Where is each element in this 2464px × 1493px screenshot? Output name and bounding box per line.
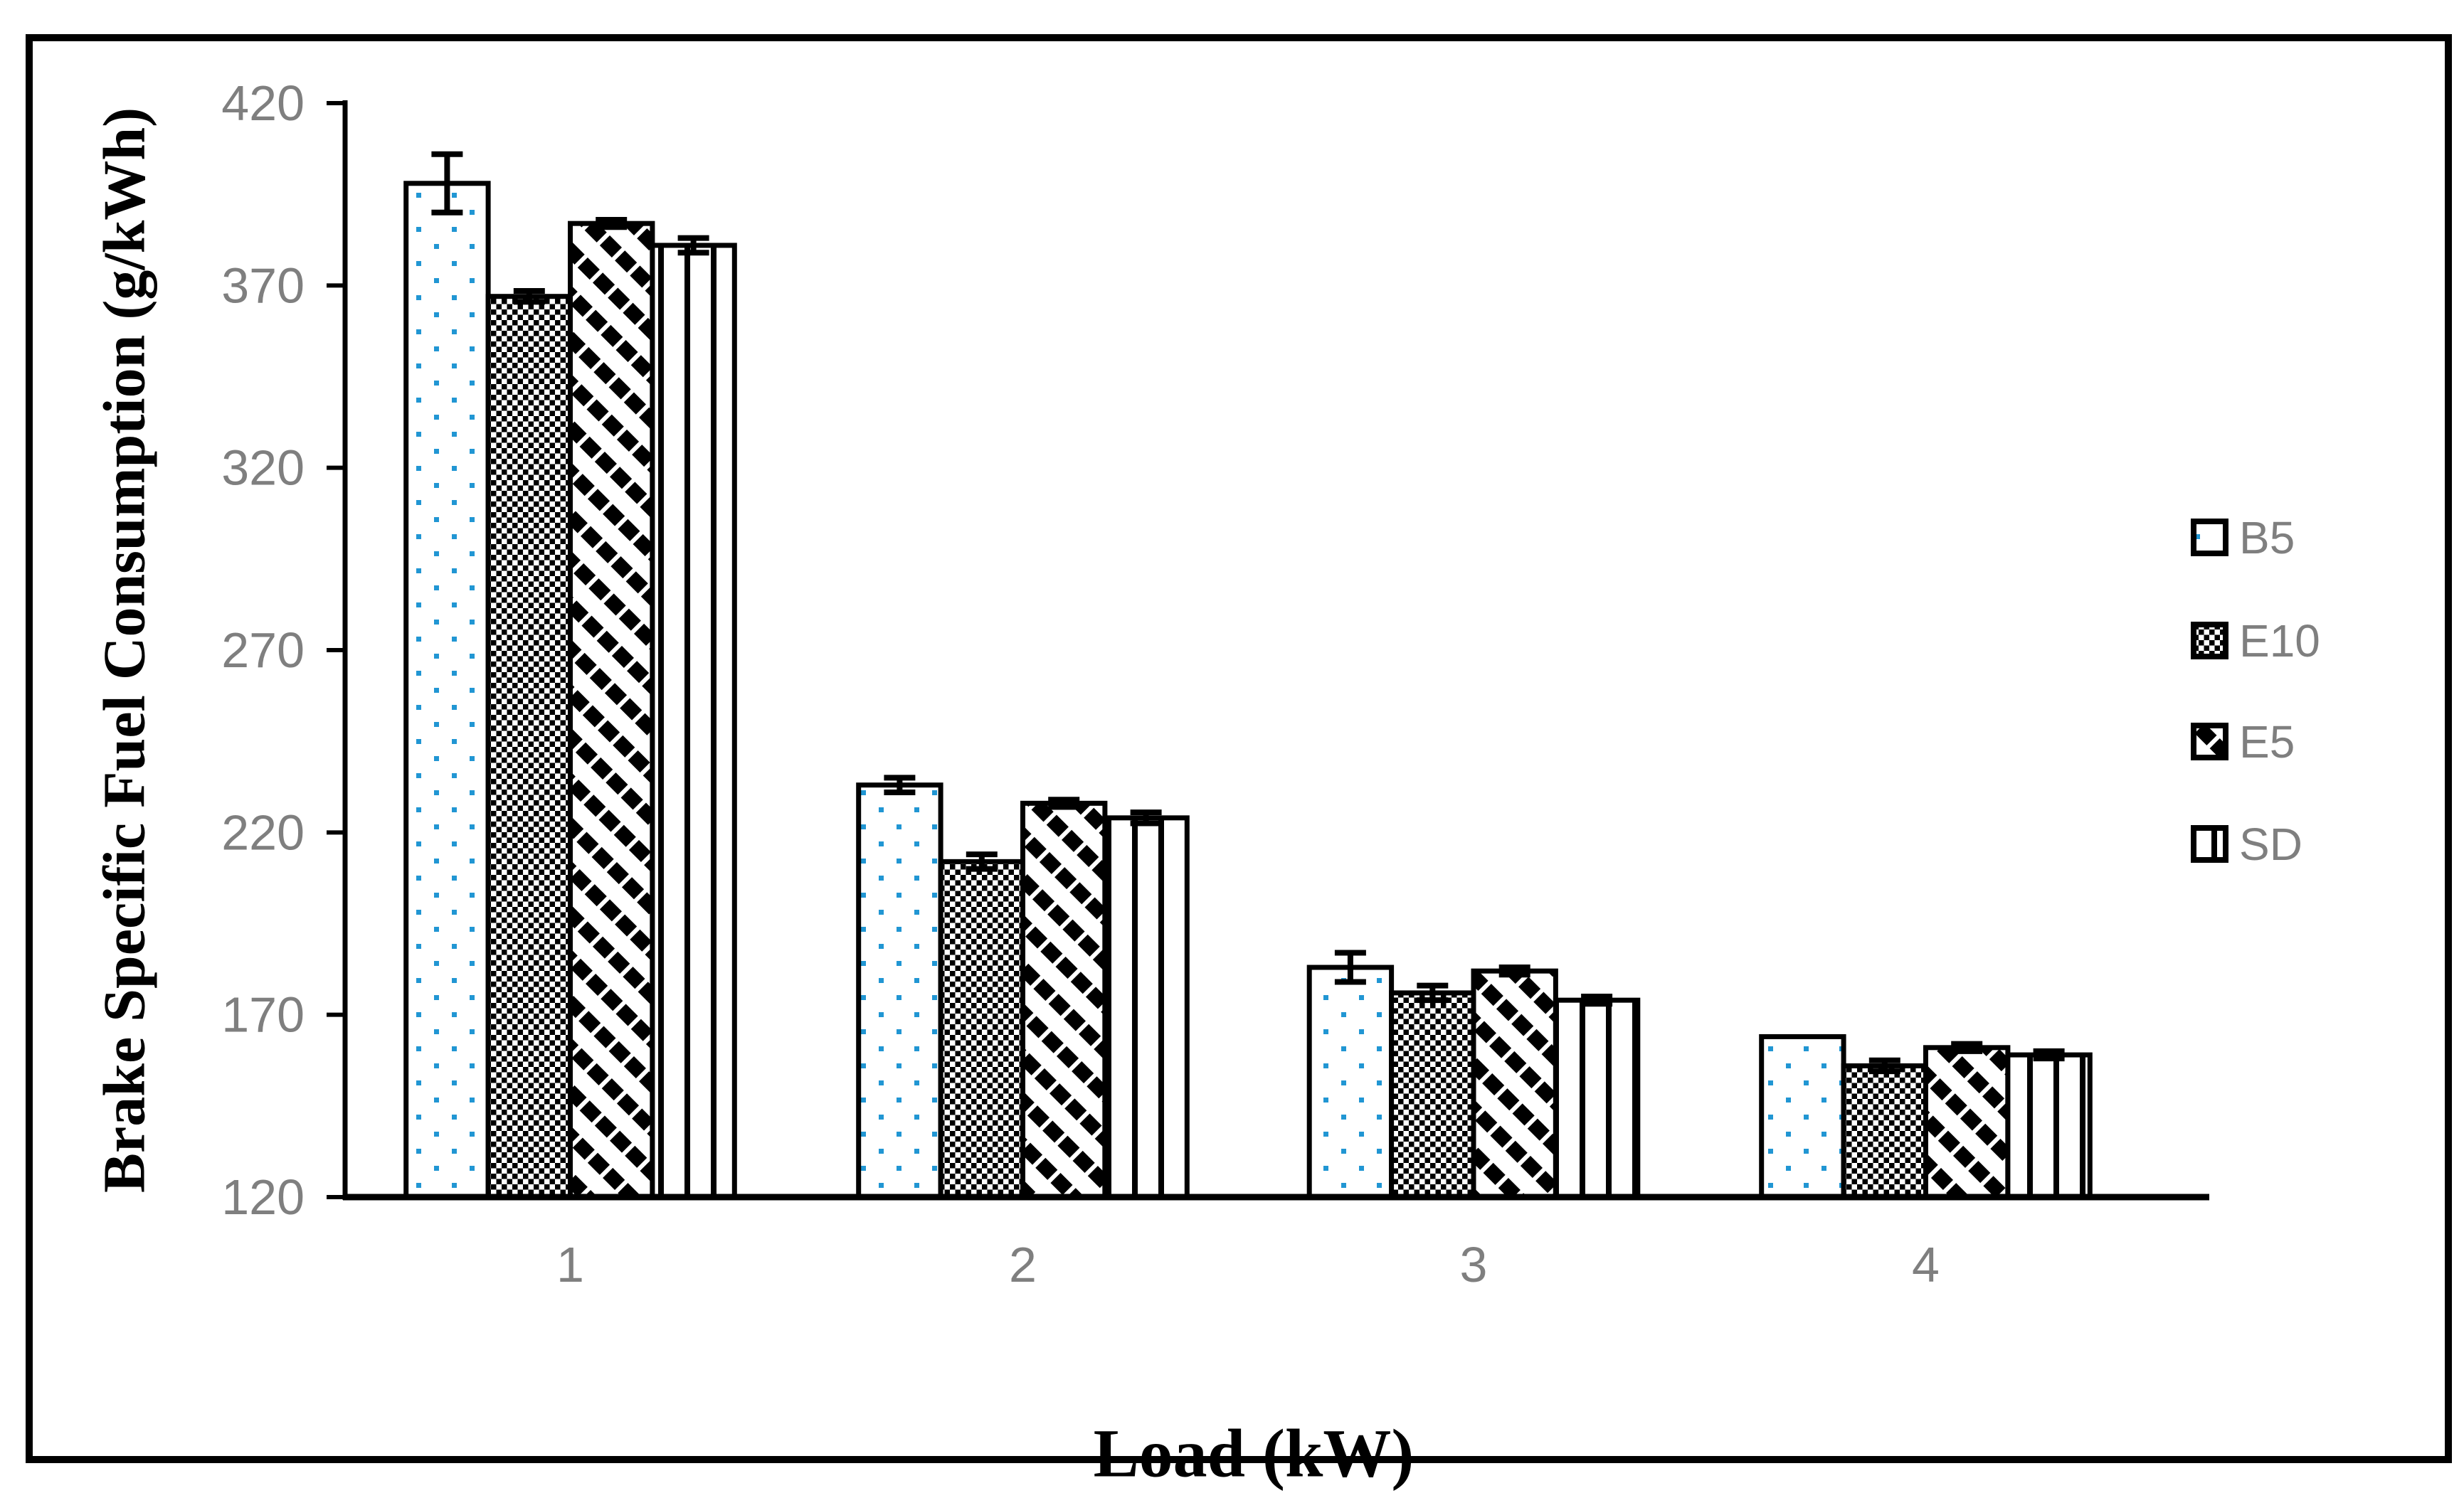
legend-label-sd: SD (2239, 819, 2302, 870)
legend-swatch-e5-icon (2191, 723, 2228, 760)
bar-e10-load4 (1841, 1063, 1929, 1200)
legend-swatch-e10-icon (2191, 622, 2228, 659)
bar-e5-load1 (568, 221, 655, 1200)
bar-sd-load3 (1553, 997, 1641, 1200)
bar-b5-load2 (856, 782, 943, 1200)
bar-e10-load3 (1389, 990, 1476, 1200)
bar-e5-load3 (1471, 968, 1558, 1200)
bar-sd-load2 (1102, 815, 1190, 1200)
bar-b5-load1 (403, 181, 491, 1200)
bar-sd-load4 (2005, 1052, 2093, 1200)
plot-area: 420 370 320 270 220 170 120 1 2 3 4 (221, 75, 2209, 1292)
legend-item-sd: SD (2191, 819, 2302, 870)
legend-item-e10: E10 (2191, 615, 2320, 666)
bar-b5-load4 (1759, 1034, 1846, 1200)
legend-label-e10: E10 (2239, 615, 2320, 666)
legend-swatch-b5-icon (2191, 519, 2228, 556)
x-category-label-2: 2 (1009, 1237, 1037, 1292)
y-tick-label-120: 120 (221, 1169, 305, 1225)
bar-e5-load2 (1020, 800, 1108, 1200)
bar-e5-load4 (1923, 1045, 2011, 1200)
bar-e10-load1 (485, 294, 573, 1200)
x-axis-title: Load (kW) (1094, 1415, 1415, 1492)
x-category-label-1: 1 (556, 1237, 584, 1292)
y-tick-label-370: 370 (221, 257, 305, 313)
bar-sd-load1 (650, 243, 737, 1200)
y-axis-title: Brake Specific Fuel Consumption (g/kWh) (92, 107, 158, 1193)
figure-border (26, 34, 2452, 1463)
bar-b5-load3 (1306, 965, 1395, 1200)
legend-item-b5: B5 (2191, 512, 2295, 563)
x-category-label-4: 4 (1912, 1237, 1940, 1292)
y-tick-label-320: 320 (221, 440, 305, 496)
legend: B5 E10 E5 SD (2191, 512, 2320, 870)
y-tick-label-420: 420 (221, 75, 305, 131)
x-category-label-3: 3 (1460, 1237, 1488, 1292)
legend-label-e5: E5 (2239, 716, 2295, 767)
legend-item-e5: E5 (2191, 716, 2295, 767)
legend-swatch-sd-icon (2191, 825, 2228, 863)
legend-label-b5: B5 (2239, 512, 2295, 563)
bar-e10-load2 (938, 859, 1025, 1200)
y-tick-label-170: 170 (221, 987, 305, 1043)
y-tick-label-270: 270 (221, 622, 305, 678)
y-tick-label-220: 220 (221, 804, 305, 860)
